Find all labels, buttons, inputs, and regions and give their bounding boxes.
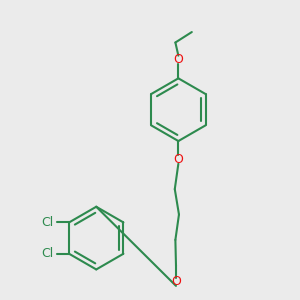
Text: O: O — [173, 153, 183, 166]
Text: O: O — [171, 275, 181, 288]
Text: Cl: Cl — [41, 247, 54, 260]
Text: O: O — [173, 53, 183, 66]
Text: Cl: Cl — [41, 216, 54, 229]
